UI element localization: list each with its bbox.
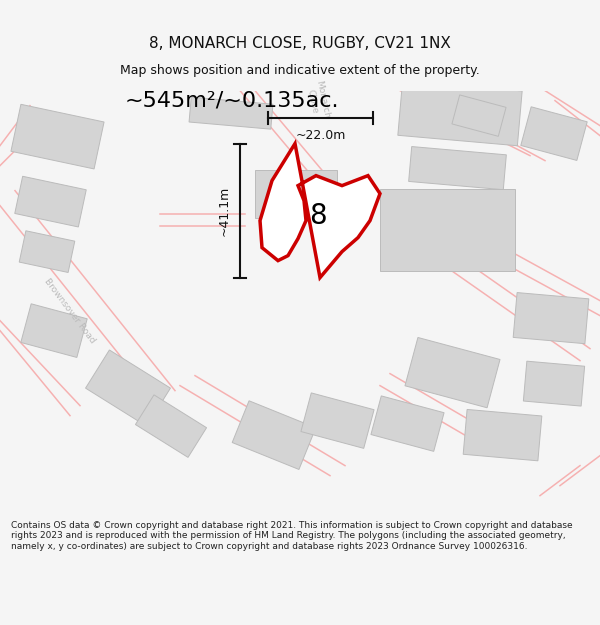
Text: Monarch
Close: Monarch Close (304, 79, 332, 122)
Polygon shape (371, 396, 444, 451)
Text: ~41.1m: ~41.1m (218, 186, 230, 236)
Polygon shape (513, 292, 589, 344)
Polygon shape (301, 393, 374, 448)
Text: 8, MONARCH CLOSE, RUGBY, CV21 1NX: 8, MONARCH CLOSE, RUGBY, CV21 1NX (149, 36, 451, 51)
Text: ~545m²/~0.135ac.: ~545m²/~0.135ac. (125, 91, 339, 111)
Polygon shape (380, 189, 515, 271)
Text: Contains OS data © Crown copyright and database right 2021. This information is : Contains OS data © Crown copyright and d… (11, 521, 572, 551)
Polygon shape (232, 401, 316, 469)
Text: Brownsover Road: Brownsover Road (43, 276, 97, 345)
Polygon shape (189, 97, 273, 129)
Polygon shape (260, 144, 380, 278)
Text: Map shows position and indicative extent of the property.: Map shows position and indicative extent… (120, 64, 480, 77)
Polygon shape (405, 338, 500, 408)
Polygon shape (11, 104, 104, 169)
Polygon shape (86, 350, 170, 426)
Text: ~22.0m: ~22.0m (295, 129, 346, 142)
Polygon shape (463, 409, 542, 461)
Polygon shape (255, 169, 337, 217)
Polygon shape (452, 95, 506, 136)
Polygon shape (398, 81, 522, 146)
Polygon shape (21, 304, 87, 358)
Polygon shape (15, 176, 86, 227)
Polygon shape (19, 231, 75, 272)
Polygon shape (136, 395, 206, 458)
Polygon shape (521, 107, 587, 161)
Polygon shape (409, 146, 506, 190)
Polygon shape (523, 361, 584, 406)
Text: 8: 8 (309, 202, 327, 229)
